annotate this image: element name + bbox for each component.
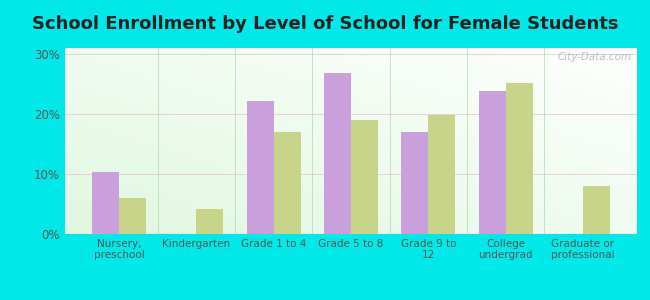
Text: School Enrollment by Level of School for Female Students: School Enrollment by Level of School for…: [32, 15, 618, 33]
Bar: [583, 186, 610, 234]
Bar: [478, 91, 506, 234]
Bar: [351, 120, 378, 234]
Bar: [92, 172, 119, 234]
Bar: [196, 209, 224, 234]
Bar: [324, 73, 351, 234]
Bar: [428, 115, 456, 234]
Bar: [401, 132, 428, 234]
Bar: [506, 83, 532, 234]
Bar: [274, 132, 301, 234]
Bar: [119, 198, 146, 234]
Text: City-Data.com: City-Data.com: [557, 52, 631, 62]
Bar: [246, 101, 274, 234]
